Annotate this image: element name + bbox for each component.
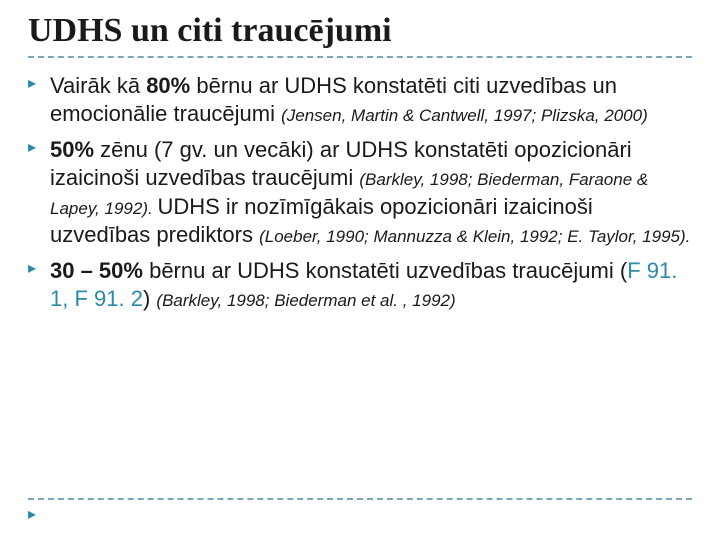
bold-text: 30 – 50% [50,258,143,283]
body-text: bērnu ar UDHS konstatēti uzvedības trauc… [143,258,627,283]
triangle-right-icon: ▸ [28,504,36,524]
bold-text: 80% [146,73,190,98]
bullet-list: Vairāk kā 80% bērnu ar UDHS konstatēti c… [28,72,692,313]
citation-text: (Loeber, 1990; Mannuzza & Klein, 1992; E… [259,227,690,246]
slide-title: UDHS un citi traucējumi [28,12,692,50]
citation-text: (Barkley, 1998; Biederman et al. , 1992) [156,291,455,310]
bullet-item: 30 – 50% bērnu ar UDHS konstatēti uzvedī… [28,257,692,313]
bullet-item: Vairāk kā 80% bērnu ar UDHS konstatēti c… [28,72,692,128]
bottom-divider [28,498,692,500]
bold-text: 50% [50,137,94,162]
body-text: Vairāk kā [50,73,146,98]
bullet-item: 50% zēnu (7 gv. un vecāki) ar UDHS konst… [28,136,692,249]
body-text: ) [143,286,156,311]
title-divider [28,56,692,58]
citation-text: (Jensen, Martin & Cantwell, 1997; Plizsk… [281,106,648,125]
slide-container: UDHS un citi traucējumi Vairāk kā 80% bē… [0,0,720,341]
